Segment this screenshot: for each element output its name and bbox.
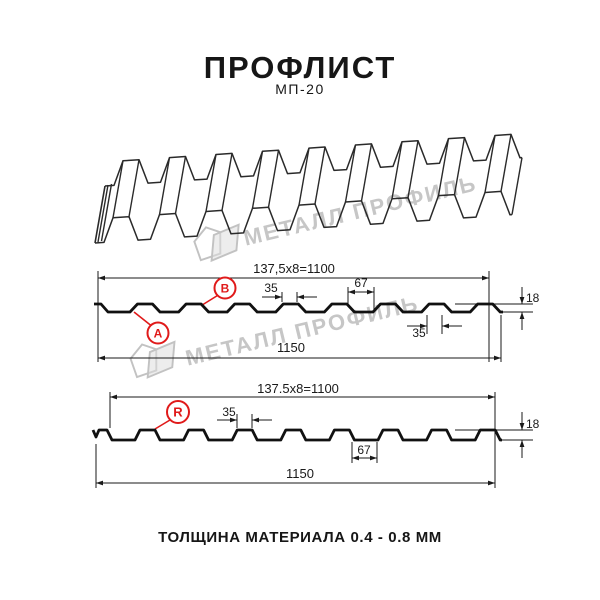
profile-model-label: МП-20 <box>275 81 325 97</box>
side-a-marker <box>146 321 170 345</box>
dim-rib-top-width-top: 35 <box>264 281 278 295</box>
side-a-label: A <box>154 327 163 341</box>
dim-overall-width-bottom: 1150 <box>286 466 314 481</box>
dim-profile-height-bottom: 18 <box>526 417 540 431</box>
section-top-drawing <box>94 271 533 362</box>
dim-rib-base-width-top: 67 <box>354 276 368 290</box>
dim-valley-width-bottom: 67 <box>357 443 371 457</box>
metall-profil-logo-icon <box>129 340 176 379</box>
dim-profile-height-top: 18 <box>526 291 540 305</box>
dim-pitch-total-bottom: 137.5x8=1100 <box>257 381 339 396</box>
page-title: ПРОФЛИСТ <box>203 50 397 85</box>
profile-3d-drawing <box>94 133 523 244</box>
side-r-marker <box>166 400 190 424</box>
dim-overall-width-top: 1150 <box>277 340 305 355</box>
dim-pitch-total-top: 137,5x8=1100 <box>253 261 335 276</box>
side-r-label: R <box>173 405 183 420</box>
dim-rib-top-width-bottom: 35 <box>222 405 236 419</box>
side-b-marker <box>213 276 237 300</box>
side-b-label: B <box>221 282 230 296</box>
material-thickness-label: ТОЛЩИНА МАТЕРИАЛА 0.4 - 0.8 ММ <box>158 529 442 546</box>
section-bottom-drawing <box>91 392 533 488</box>
dim-valley-width-top: 35 <box>412 326 426 340</box>
